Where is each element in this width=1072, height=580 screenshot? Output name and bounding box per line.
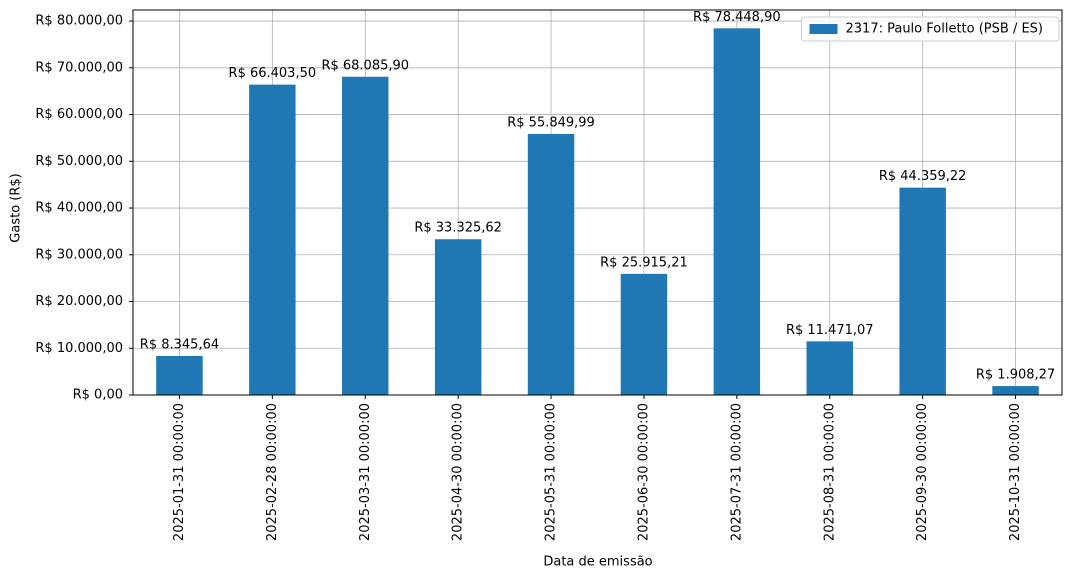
value-label: R$ 8.345,64 <box>140 337 219 352</box>
y-tick-label: R$ 50.000,00 <box>35 154 123 169</box>
value-label: R$ 33.325,62 <box>414 221 502 236</box>
x-tick-label: 2025-08-31 00:00:00 <box>822 403 837 541</box>
y-axis-label: Gasto (R$) <box>9 173 24 242</box>
value-label: R$ 66.403,50 <box>229 66 317 81</box>
value-label: R$ 78.448,90 <box>693 10 781 25</box>
x-tick-label: 2025-04-30 00:00:00 <box>451 403 466 541</box>
value-label: R$ 44.359,22 <box>879 169 967 184</box>
bar <box>992 386 1039 395</box>
bar <box>620 273 668 395</box>
legend-swatch <box>809 24 838 34</box>
bar <box>249 84 296 395</box>
value-label: R$ 1.908,27 <box>976 368 1055 383</box>
x-tick-label: 2025-05-31 00:00:00 <box>544 403 559 541</box>
x-tick-label: 2025-09-30 00:00:00 <box>915 403 930 541</box>
x-tick-label: 2025-10-31 00:00:00 <box>1008 403 1023 541</box>
y-tick-label: R$ 80.000,00 <box>35 14 123 29</box>
y-tick-label: R$ 40.000,00 <box>35 201 123 216</box>
value-label: R$ 55.849,99 <box>507 115 595 130</box>
legend-frame <box>801 16 1060 42</box>
y-tick-label: R$ 30.000,00 <box>35 247 123 262</box>
y-tick-label: R$ 20.000,00 <box>35 294 123 309</box>
y-tick-label: R$ 10.000,00 <box>35 341 123 356</box>
bars <box>156 28 1039 396</box>
plot-frame <box>132 9 1063 396</box>
legend-label: 2317: Paulo Folletto (PSB / ES) <box>846 22 1044 37</box>
bar <box>899 187 946 395</box>
x-tick-label: 2025-07-31 00:00:00 <box>729 403 744 541</box>
bar <box>713 28 761 396</box>
x-tick-label: 2025-02-28 00:00:00 <box>265 403 280 541</box>
x-tick-label: 2025-01-31 00:00:00 <box>172 403 187 541</box>
x-axis-label: Data de emissão <box>543 555 652 570</box>
bar <box>342 76 389 396</box>
legend: 2317: Paulo Folletto (PSB / ES) <box>801 16 1060 42</box>
bar <box>806 341 853 395</box>
bar <box>156 355 203 395</box>
y-tick-label: R$ 70.000,00 <box>35 60 123 75</box>
bar <box>527 133 575 395</box>
x-tick-label: 2025-06-30 00:00:00 <box>636 403 651 541</box>
y-tick-label: R$ 0,00 <box>73 388 123 403</box>
x-tick-label: 2025-03-31 00:00:00 <box>358 403 373 541</box>
value-label: R$ 11.471,07 <box>786 323 874 338</box>
bar <box>434 239 482 395</box>
value-label: R$ 68.085,90 <box>321 58 409 73</box>
y-tick-label: R$ 60.000,00 <box>35 107 123 122</box>
value-label: R$ 25.915,21 <box>600 255 688 270</box>
overlay: R$ 8.345,64 R$ 66.403,50 R$ 68.085,90 R$ 33… <box>140 10 1055 383</box>
